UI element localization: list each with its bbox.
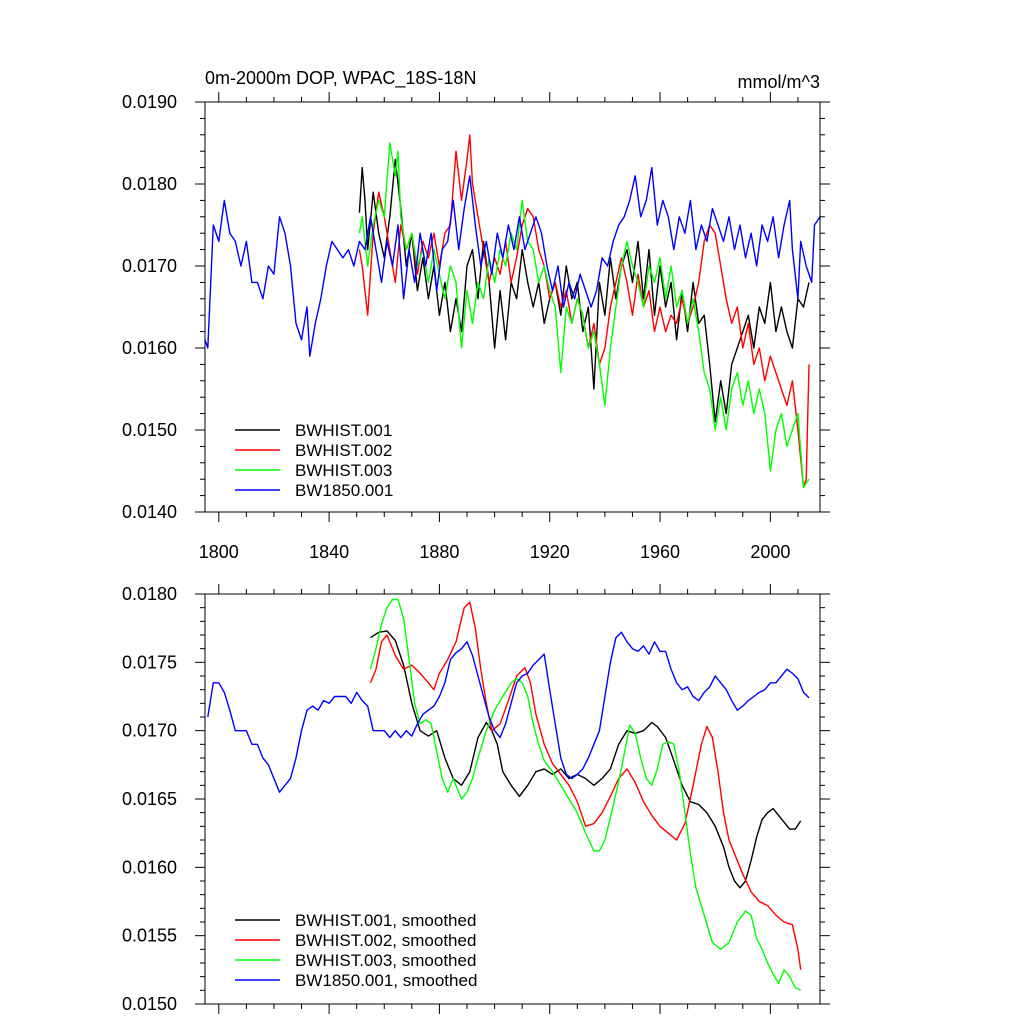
y-tick-label: 0.0175 xyxy=(122,652,177,672)
legend-label: BWHIST.001, smoothed xyxy=(295,911,476,930)
y-tick-label: 0.0180 xyxy=(122,584,177,604)
legend-label: BWHIST.002 xyxy=(295,441,392,460)
x-tick-label: 1840 xyxy=(309,542,349,562)
legend-label: BW1850.001 xyxy=(295,481,393,500)
series-line-bwhist-001 xyxy=(358,158,810,423)
series-line-bwhist-003 xyxy=(358,142,810,489)
bottom-panel: 0.0150 0.0155 0.0160 0.0165 0.0170 0.0175 0.01… xyxy=(122,584,830,1014)
legend-label: BW1850.001, smoothed xyxy=(295,971,477,990)
x-tick-label: 1880 xyxy=(419,542,459,562)
y-tick-label: 0.0165 xyxy=(122,789,177,809)
y-tick-label: 0.0180 xyxy=(122,174,177,194)
y-tick-label: 0.0160 xyxy=(122,338,177,358)
x-tick-label: 1960 xyxy=(640,542,680,562)
legend-label: BWHIST.003, smoothed xyxy=(295,951,476,970)
x-tick-label: 1920 xyxy=(530,542,570,562)
series-line-bwhist-002-smoothed xyxy=(369,601,802,970)
y-tick-label: 0.0150 xyxy=(122,420,177,440)
series-line-bwhist-001-smoothed xyxy=(370,630,802,889)
y-tick-label: 0.0170 xyxy=(122,721,177,741)
y-tick-label: 0.0140 xyxy=(122,502,177,522)
y-tick-label: 0.0170 xyxy=(122,256,177,276)
chart-title: 0m-2000m DOP, WPAC_18S-18N xyxy=(205,68,476,89)
y-tick-label: 0.0150 xyxy=(122,994,177,1014)
x-tick-label: 1800 xyxy=(199,542,239,562)
y-tick-label: 0.0155 xyxy=(122,926,177,946)
legend-label: BWHIST.001 xyxy=(295,421,392,440)
top-panel: 0.0140 0.0150 0.0160 0.0170 0.0180 0.0190 1800… xyxy=(122,92,830,562)
series-line-bw1850-001-smoothed xyxy=(207,631,810,793)
x-tick-label: 2000 xyxy=(750,542,790,562)
series-line-bwhist-002 xyxy=(358,134,810,489)
series-line-bw1850-001 xyxy=(205,166,820,357)
legend-label: BWHIST.002, smoothed xyxy=(295,931,476,950)
legend-label: BWHIST.003 xyxy=(295,461,392,480)
series-line-bwhist-003-smoothed xyxy=(369,598,802,991)
plot-frame xyxy=(204,101,821,513)
y-tick-label: 0.0190 xyxy=(122,92,177,112)
units-label: mmol/m^3 xyxy=(738,72,820,92)
y-tick-label: 0.0160 xyxy=(122,857,177,877)
